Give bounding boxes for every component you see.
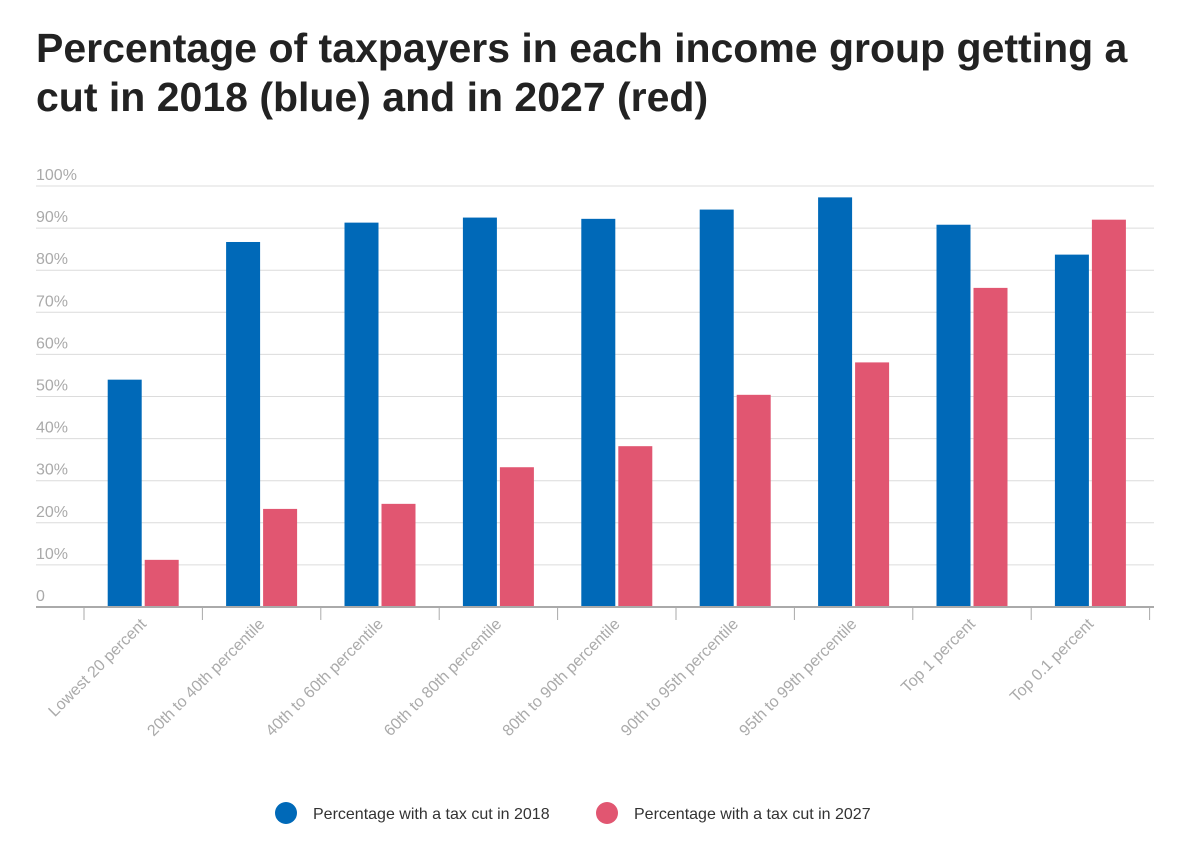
- x-tick-label: 90th to 95th percentile: [618, 616, 742, 740]
- bar-2027-6[interactable]: [855, 362, 890, 607]
- bar-2027-7[interactable]: [973, 287, 1008, 607]
- y-tick-label: 20%: [36, 504, 68, 521]
- bar-2027-3[interactable]: [499, 467, 534, 607]
- bar-2018-1[interactable]: [226, 241, 261, 608]
- x-tick-label: 80th to 90th percentile: [500, 616, 624, 740]
- x-tick-label: Top 0.1 percent: [1007, 615, 1097, 705]
- y-tick-label: 90%: [36, 209, 68, 226]
- bar-2027-5[interactable]: [736, 394, 771, 607]
- x-tick-label: 95th to 99th percentile: [736, 616, 860, 740]
- bar-2027-8[interactable]: [1091, 219, 1126, 607]
- bar-2018-6[interactable]: [818, 197, 853, 607]
- y-tick-label: 80%: [36, 251, 68, 268]
- legend[interactable]: Percentage with a tax cut in 2018 Percent…: [275, 802, 871, 824]
- legend-swatch[interactable]: [596, 802, 618, 824]
- y-tick-label: 40%: [36, 420, 68, 437]
- y-tick-label: 70%: [36, 293, 68, 310]
- bar-2027-4[interactable]: [618, 446, 653, 607]
- y-tick-label: 100%: [36, 167, 77, 184]
- bar-2018-7[interactable]: [936, 224, 971, 607]
- bar-2018-8[interactable]: [1054, 254, 1089, 608]
- x-tick-label: Lowest 20 percent: [46, 615, 151, 720]
- x-tick-label: 40th to 60th percentile: [263, 616, 387, 740]
- legend-label[interactable]: Percentage with a tax cut in 2027: [634, 806, 871, 823]
- chart-title: Percentage of taxpayers in each income g…: [36, 25, 1128, 120]
- x-tick-label: 20th to 40th percentile: [144, 616, 268, 740]
- bar-2018-4[interactable]: [581, 218, 616, 607]
- x-tick-label: 60th to 80th percentile: [381, 616, 505, 740]
- x-axis: [36, 606, 1154, 620]
- legend-swatch[interactable]: [275, 802, 297, 824]
- y-tick-label: 30%: [36, 462, 68, 479]
- x-tick-label: Top 1 percent: [898, 615, 979, 696]
- bars: [107, 197, 1126, 608]
- y-axis-tick-labels: 0 10% 20% 30% 40% 50% 60% 70% 80% 90% 100%: [36, 167, 77, 605]
- bar-2027-2[interactable]: [381, 503, 416, 607]
- bar-2018-2[interactable]: [344, 222, 379, 607]
- y-tick-label: 10%: [36, 546, 68, 563]
- bar-2018-3[interactable]: [462, 217, 497, 607]
- y-tick-label: 60%: [36, 335, 68, 352]
- bar-2018-5[interactable]: [699, 209, 734, 608]
- bar-2018-0[interactable]: [107, 379, 142, 607]
- y-tick-label: 0: [36, 588, 45, 605]
- bar-2027-0[interactable]: [144, 559, 179, 607]
- y-tick-label: 50%: [36, 378, 68, 395]
- bar-2027-1[interactable]: [263, 508, 298, 607]
- legend-label[interactable]: Percentage with a tax cut in 2018: [313, 806, 550, 823]
